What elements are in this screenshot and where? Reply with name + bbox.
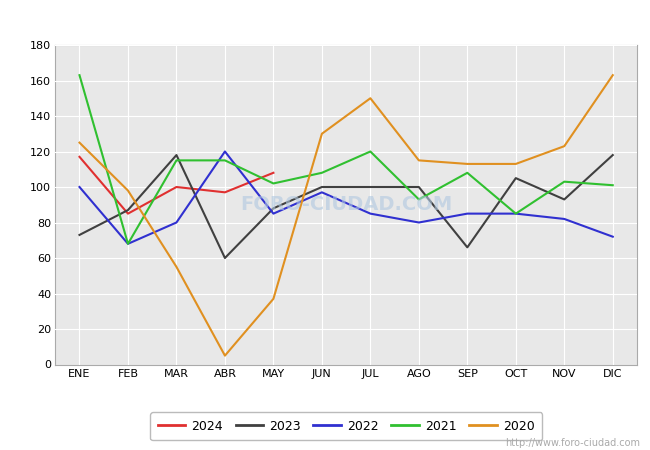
Text: http://www.foro-ciudad.com: http://www.foro-ciudad.com	[505, 438, 640, 448]
Text: Matriculaciones de Vehiculos en Ávila: Matriculaciones de Vehiculos en Ávila	[156, 11, 494, 29]
Legend: 2024, 2023, 2022, 2021, 2020: 2024, 2023, 2022, 2021, 2020	[150, 412, 542, 440]
Text: FORO-CIUDAD.COM: FORO-CIUDAD.COM	[240, 195, 452, 214]
